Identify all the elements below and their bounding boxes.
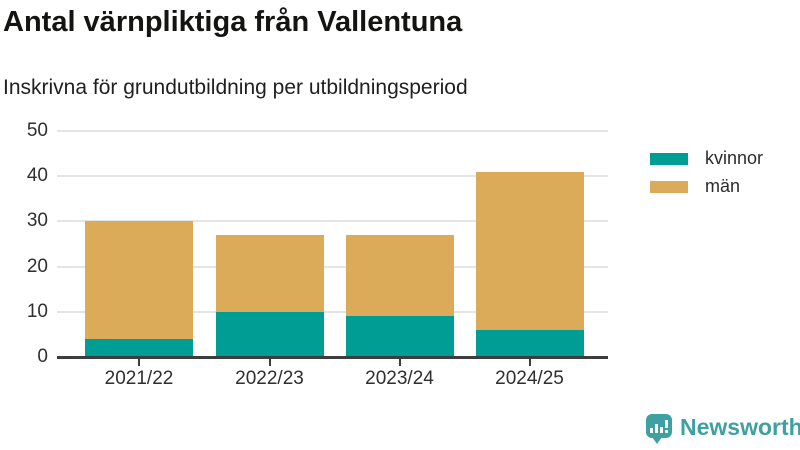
bar-segment-män-2022/23 xyxy=(215,234,324,312)
bar-chart-speech-bubble-icon xyxy=(646,414,672,444)
x-axis-tick xyxy=(398,359,401,366)
legend: kvinnor män xyxy=(650,148,763,197)
y-axis-tick-label: 40 xyxy=(26,165,48,187)
y-axis-tick-label: 0 xyxy=(37,346,48,367)
chart-subtitle: Inskrivna för grundutbildning per utbild… xyxy=(3,76,468,99)
x-axis-tick xyxy=(268,359,271,366)
newsworthy-logo[interactable]: Newsworthy xyxy=(646,414,800,444)
y-axis-tick-label: 30 xyxy=(26,210,48,232)
gridline-y-10 xyxy=(57,310,608,313)
y-axis-tick-label: 50 xyxy=(26,120,48,141)
bar-segment-kvinnor-2021/22 xyxy=(85,338,193,357)
legend-swatch-man xyxy=(650,180,688,193)
legend-item-man: män xyxy=(650,176,763,197)
x-axis-tick-label: 2021/22 xyxy=(104,368,174,389)
gridline-y-50 xyxy=(57,130,608,132)
bar-segment-kvinnor-2022/23 xyxy=(215,311,324,357)
legend-swatch-kvinnor xyxy=(650,152,688,165)
y-axis-tick-label: 10 xyxy=(26,300,48,322)
x-axis-tick xyxy=(528,359,531,366)
bar-segment-män-2024/25 xyxy=(475,171,584,330)
bar-segment-kvinnor-2024/25 xyxy=(475,329,584,357)
gridline-y-40 xyxy=(57,175,608,178)
x-axis-line xyxy=(57,356,608,359)
y-axis-tick-label: 20 xyxy=(26,255,48,277)
legend-label-man: män xyxy=(705,176,741,196)
x-axis-tick-label: 2023/24 xyxy=(365,368,434,389)
legend-item-kvinnor: kvinnor xyxy=(650,148,763,169)
gridline-y-30 xyxy=(57,220,608,223)
chart-title: Antal värnpliktiga från Vallentuna xyxy=(3,6,463,38)
bar-segment-män-2023/24 xyxy=(345,234,454,317)
x-axis-tick xyxy=(138,359,140,366)
bar-segment-kvinnor-2023/24 xyxy=(345,316,454,357)
x-axis-tick-label: 2024/25 xyxy=(495,368,564,389)
gridline-y-20 xyxy=(57,265,608,268)
x-axis-tick-label: 2022/23 xyxy=(235,368,304,389)
bar-segment-män-2021/22 xyxy=(85,221,193,339)
legend-label-kvinnor: kvinnor xyxy=(705,148,764,168)
logo-mini-bars xyxy=(650,419,668,433)
newsworthy-logo-text: Newsworthy xyxy=(680,414,800,440)
